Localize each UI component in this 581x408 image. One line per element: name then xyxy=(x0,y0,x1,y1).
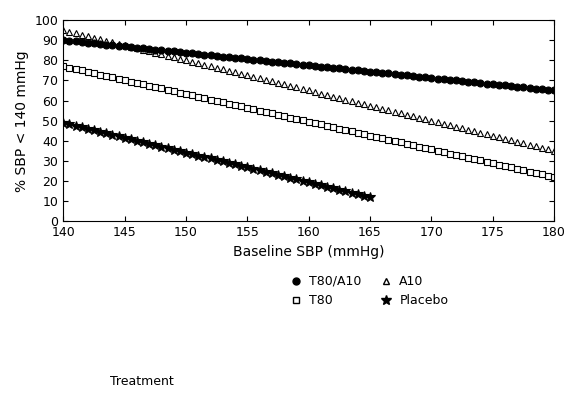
Legend: T80/A10, T80, A10, Placebo: T80/A10, T80, A10, Placebo xyxy=(282,270,453,312)
X-axis label: Baseline SBP (mmHg): Baseline SBP (mmHg) xyxy=(233,245,385,259)
Text: Treatment: Treatment xyxy=(110,375,174,388)
Y-axis label: % SBP < 140 mmHg: % SBP < 140 mmHg xyxy=(15,50,29,191)
